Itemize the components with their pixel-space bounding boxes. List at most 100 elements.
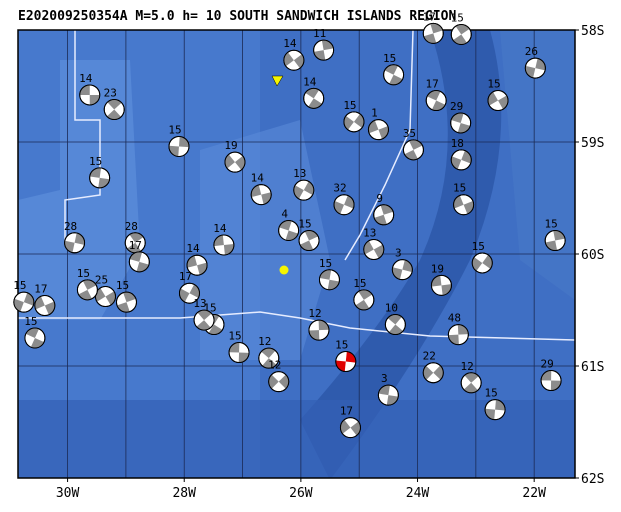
depth-label: 4	[281, 207, 288, 220]
depth-label: 15	[487, 78, 500, 91]
depth-label: 15	[77, 267, 90, 280]
depth-label: 19	[224, 139, 237, 152]
epicenter-marker	[279, 265, 289, 275]
beachball-rim	[128, 251, 150, 273]
lat-tick-label: 61S	[581, 360, 604, 375]
compression-quadrant	[350, 421, 361, 436]
focal-mechanism	[89, 167, 111, 189]
compression-quadrant	[321, 40, 334, 51]
compression-quadrant	[463, 382, 478, 393]
focal-mechanism	[450, 23, 472, 45]
focal-mechanism	[487, 90, 509, 112]
beachball-rim	[484, 399, 506, 421]
beachball-rim	[13, 291, 35, 313]
beachball-rim	[94, 286, 116, 308]
compression-quadrant	[452, 34, 467, 45]
compression-quadrant	[433, 365, 444, 380]
focal-mechanism	[335, 351, 357, 373]
focal-mechanism	[384, 314, 406, 336]
depth-label: 15	[228, 330, 241, 343]
compression-quadrant	[299, 240, 314, 251]
focal-mechanism	[425, 90, 447, 112]
focal-mechanism	[453, 194, 475, 216]
focal-mechanism	[318, 269, 340, 291]
depth-label: 15	[335, 339, 348, 352]
compression-quadrant	[293, 185, 304, 199]
focal-mechanism	[544, 230, 566, 252]
compression-quadrant	[261, 192, 272, 205]
compression-quadrant	[464, 372, 479, 383]
focal-mechanism	[124, 232, 146, 254]
compression-quadrant	[455, 24, 470, 35]
beachball-rim	[471, 252, 493, 274]
lon-tick-label: 30W	[56, 486, 80, 501]
beachball-rim	[540, 370, 562, 392]
depth-label: 12	[258, 335, 271, 348]
focal-mechanism	[447, 324, 469, 346]
compression-quadrant	[550, 380, 562, 391]
depth-label: 48	[448, 312, 461, 325]
graticule	[18, 30, 575, 478]
compression-quadrant	[89, 94, 100, 105]
compression-quadrant	[409, 139, 423, 150]
beachball-rim	[193, 309, 215, 331]
depth-label: 14	[213, 222, 227, 235]
beachball-rim	[278, 219, 300, 241]
compression-quadrant	[305, 88, 320, 99]
depth-label: 12	[461, 360, 474, 373]
beachball-rim	[303, 87, 325, 109]
compression-quadrant	[541, 370, 552, 381]
compression-quadrant	[358, 289, 373, 300]
compression-quadrant	[488, 91, 499, 106]
compression-quadrant	[343, 115, 354, 130]
beachball-rim	[339, 417, 361, 439]
beachball-rim	[425, 90, 447, 112]
focal-mechanism	[339, 417, 361, 439]
focal-mechanism	[34, 295, 56, 317]
beachball-rim	[391, 259, 413, 281]
compression-quadrant	[79, 84, 90, 95]
focal-mechanism	[333, 194, 355, 216]
focal-mechanism	[278, 219, 300, 241]
focal-mechanism	[460, 372, 482, 394]
beachball-rim	[178, 282, 200, 304]
depth-label: 18	[451, 137, 464, 150]
beachball-rim	[268, 371, 290, 393]
beachball-rim	[224, 151, 246, 173]
focal-mechanism	[128, 251, 150, 273]
compression-quadrant	[129, 232, 144, 243]
compression-quadrant	[64, 240, 75, 253]
beachball-rim	[460, 372, 482, 394]
depth-label: 15	[298, 218, 311, 231]
depth-label: 1	[371, 107, 378, 120]
beachball-rim	[34, 295, 56, 317]
depth-label: 3	[395, 247, 402, 260]
depth-label: 23	[104, 87, 117, 100]
beachball-rim	[186, 254, 208, 276]
focal-mechanism	[422, 22, 444, 44]
compression-quadrant	[308, 98, 323, 109]
lon-tick-label: 24W	[406, 486, 430, 501]
beachball-rim	[422, 362, 444, 384]
focal-mechanism	[283, 49, 305, 71]
compression-quadrant	[196, 320, 211, 331]
compression-quadrant	[179, 288, 190, 303]
depth-label: 17	[426, 78, 439, 91]
depth-label: 10	[385, 302, 398, 315]
compression-quadrant	[30, 338, 45, 349]
depth-label: 29	[450, 100, 463, 113]
compression-quadrant	[303, 181, 314, 196]
compression-quadrant	[335, 360, 346, 372]
compression-quadrant	[431, 100, 446, 111]
beachball-rim	[308, 319, 330, 341]
focal-mechanism	[186, 254, 208, 276]
depth-label: 13	[193, 297, 206, 310]
focal-mechanism	[250, 184, 272, 206]
compression-quadrant	[278, 374, 289, 389]
compression-quadrant	[308, 330, 320, 341]
compression-quadrant	[340, 419, 351, 434]
focal-mechanism	[377, 384, 399, 406]
compression-quadrant	[545, 240, 558, 251]
beachball-rim	[363, 239, 385, 261]
